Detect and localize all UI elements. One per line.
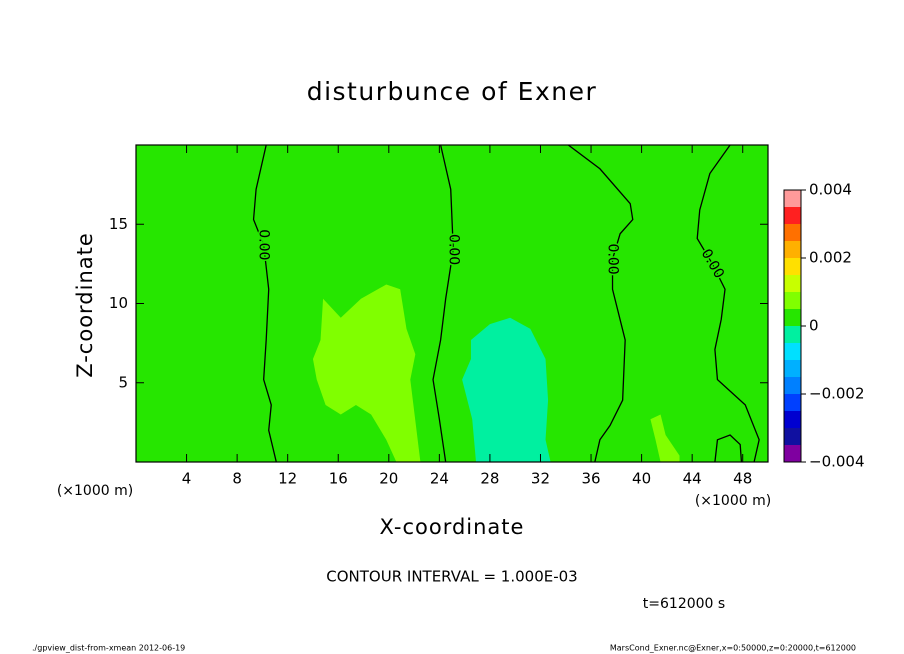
contour-line xyxy=(432,145,454,462)
colorbar-band xyxy=(784,190,801,207)
footer-right: MarsCond_Exner.nc@Exner,x=0:50000,z=0:20… xyxy=(610,644,856,653)
x-tick-label: 24 xyxy=(430,470,449,488)
colorbar-band xyxy=(784,224,801,241)
x-axis-label: X-coordinate xyxy=(380,515,525,539)
filled-region xyxy=(462,317,551,462)
x-tick-label: 16 xyxy=(329,470,348,488)
colorbar-band xyxy=(784,258,801,275)
x-unit-label: (×1000 m) xyxy=(695,493,771,509)
contour-line xyxy=(252,145,277,462)
x-tick-label: 4 xyxy=(182,470,192,488)
colorbar-band xyxy=(784,428,801,445)
contour-label: 0.00 xyxy=(256,229,272,260)
contour-label: 0.00 xyxy=(445,234,461,265)
contour-interval: CONTOUR INTERVAL = 1.000E-03 xyxy=(326,568,577,586)
filled-region xyxy=(136,145,768,462)
y-tick-label: 5 xyxy=(118,373,128,391)
x-tick-label: 36 xyxy=(581,470,600,488)
x-tick-label: 32 xyxy=(531,470,550,488)
colorbar-band xyxy=(784,377,801,394)
x-tick-label: 8 xyxy=(232,470,242,488)
x-tick-label: 28 xyxy=(480,470,499,488)
x-tick-label: 40 xyxy=(632,470,651,488)
colorbar-band xyxy=(784,275,801,292)
y-tick-label: 15 xyxy=(109,215,128,233)
x-tick-label: 44 xyxy=(683,470,702,488)
colorbar-band xyxy=(784,241,801,258)
filled-region xyxy=(650,414,680,462)
colorbar-band xyxy=(784,292,801,309)
contour-line xyxy=(567,145,634,462)
contour-line xyxy=(714,434,743,462)
colorbar-tick-label: −0.004 xyxy=(809,453,865,471)
colorbar-band xyxy=(784,343,801,360)
contour-label: 0.00 xyxy=(605,244,621,275)
x-tick-label: 12 xyxy=(278,470,297,488)
y-tick-label: 10 xyxy=(109,294,128,312)
colorbar-band xyxy=(784,360,801,377)
time-label: t=612000 s xyxy=(643,596,725,612)
colorbar-tick-label: 0.002 xyxy=(809,249,852,267)
colorbar-band xyxy=(784,411,801,428)
colorbar-tick-label: 0.004 xyxy=(809,181,852,199)
plot-area: 0.00 0.00 0.00 0.00 xyxy=(136,145,768,462)
colorbar-band xyxy=(784,309,801,326)
colorbar-band xyxy=(784,394,801,411)
filled-region xyxy=(312,284,421,462)
x-tick-label: 20 xyxy=(379,470,398,488)
colorbar-band xyxy=(784,445,801,462)
colorbar-tick-label: 0 xyxy=(809,317,819,335)
chart-title: disturbunce of Exner xyxy=(307,77,598,106)
colorbar-tick-label: −0.002 xyxy=(809,385,865,403)
y-axis-label: Z-coordinate xyxy=(73,232,97,378)
contour-line xyxy=(696,145,760,462)
colorbar-band xyxy=(784,326,801,343)
footer-left: ./gpview_dist-from-xmean 2012-06-19 xyxy=(32,644,185,653)
x-tick-label: 48 xyxy=(733,470,752,488)
x-unit-label: (×1000 m) xyxy=(57,483,133,499)
colorbar-band xyxy=(784,207,801,224)
